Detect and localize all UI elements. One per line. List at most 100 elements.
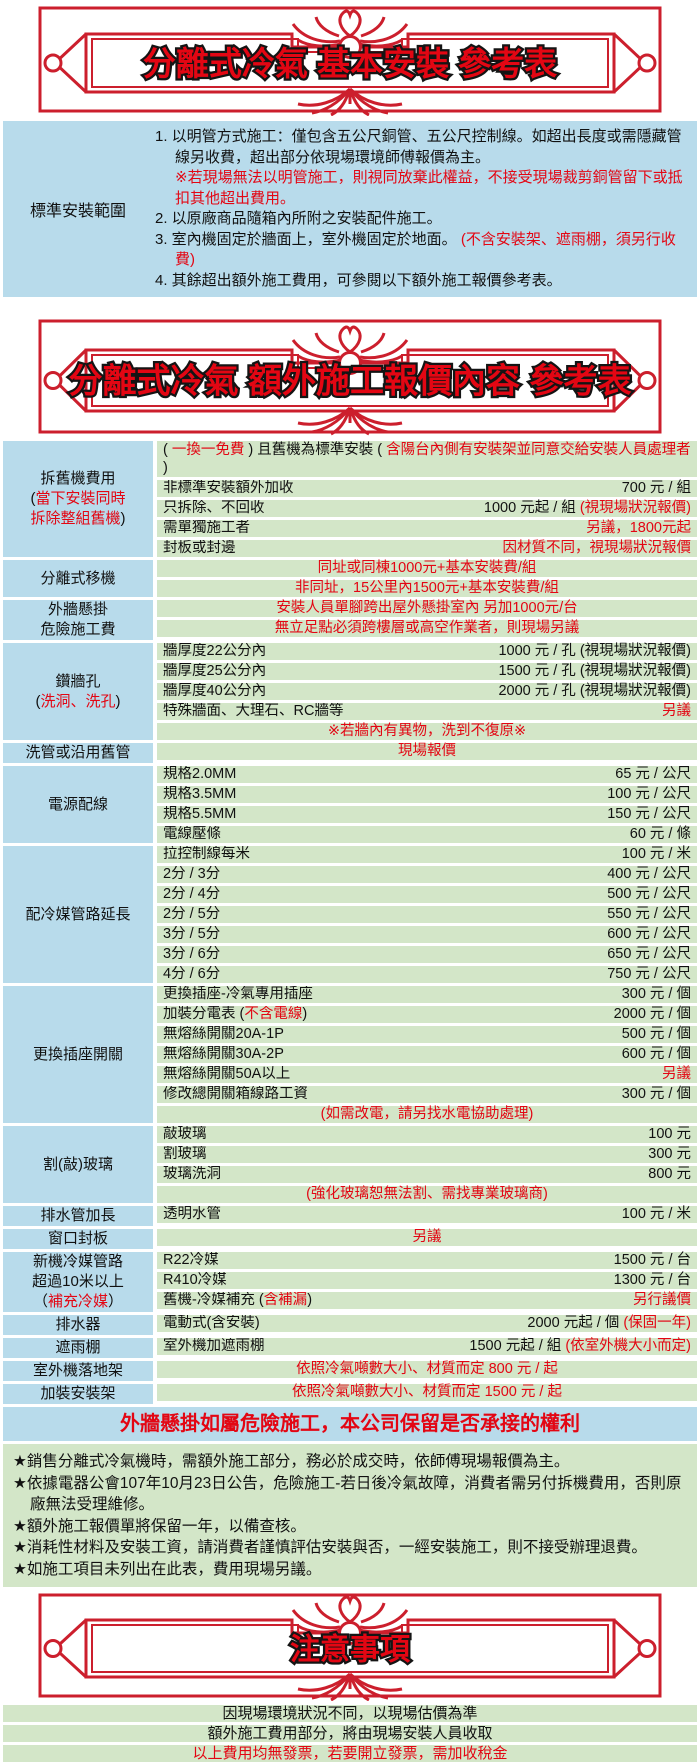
text-segment: 需單獨施工者: [163, 520, 250, 536]
row-label: 3分 / 6分: [163, 946, 607, 963]
text-segment: 3分 / 6分: [163, 946, 221, 962]
text-segment: (不含安裝架、遮雨棚，須另行收費): [175, 230, 676, 269]
row-label: 透明水管: [163, 1206, 622, 1223]
row-value: 550 元 / 公尺: [607, 906, 691, 923]
text-segment: 敲玻璃: [163, 1126, 207, 1142]
banner-frame: [38, 1593, 662, 1698]
price-section: 新機冷媒管路 超過10米以上 （補充冷媒） R22冷媒 1500 元 / 台 R410冷媒…: [3, 1252, 697, 1312]
table-row: 規格5.5MM 150 元 / 公尺: [157, 806, 697, 823]
text-segment: 600 元 / 公尺: [607, 926, 691, 942]
section-rows: 拉控制線每米 100 元 / 米 2分 / 3分 400 元 / 公尺 2分 / 4分 5…: [157, 846, 697, 983]
row-value: 100 元 / 米: [622, 1206, 691, 1223]
row-value: 100 元: [648, 1126, 691, 1143]
basic-install-banner: 分離式冷氣 基本安裝 參考表: [38, 6, 662, 116]
table-row: 電動式(含安裝) 2000 元起 / 個 (保固一年): [157, 1315, 697, 1332]
text-segment: ): [302, 1006, 308, 1022]
banner-band-inner: [91, 354, 609, 407]
text-segment: 加裝分電表 (: [163, 1006, 245, 1022]
row-center-text: 同址或同棟1000元+基本安裝費/組: [318, 560, 537, 577]
note-item: ★消耗性材料及安裝工資，請消費者謹慎評估安裝與否，一經安裝施工，則不接受辦理退費…: [13, 1539, 647, 1556]
note-item: ★依據電器公會107年10月23日公告，危險施工-若日後冷氣故障，消費者需另付拆…: [13, 1474, 682, 1514]
text-segment: 補充冷媒: [47, 1293, 108, 1310]
text-segment: 拆舊機費用: [40, 470, 116, 487]
table-row: 敲玻璃 100 元: [157, 1126, 697, 1143]
row-center-text: (如需改電，請另找水電協助處理): [321, 1106, 534, 1123]
row-value: 600 元 / 個: [622, 1046, 691, 1063]
text-segment: （: [32, 1293, 48, 1310]
section-rows: 透明水管 100 元 / 米: [157, 1206, 697, 1226]
text-segment: 600 元 / 個: [621, 1046, 691, 1062]
text-segment: ) 且舊機為標準安裝 (: [244, 442, 387, 458]
text-segment: 外牆懸掛: [47, 601, 108, 618]
row-label: 非標準安裝額外加收: [163, 480, 622, 497]
text-segment: 650 元 / 公尺: [607, 946, 691, 962]
table-row: (強化玻璃恕無法割、需找專業玻璃商): [157, 1186, 697, 1203]
text-segment: 洗洞、洗孔: [40, 692, 116, 710]
footer-row: 因現場環境狀況不同，以現場估價為準: [3, 1705, 697, 1722]
text-segment: 電源配線: [47, 795, 108, 813]
text-segment: 因材質不同，視現場狀況報價: [502, 540, 692, 556]
hazard-disclaimer: 外牆懸掛如屬危險施工，本公司保留是否承接的權利: [3, 1407, 697, 1441]
row-label: 敲玻璃: [163, 1126, 648, 1143]
text-segment: 無熔絲開關30A-2P: [163, 1046, 284, 1062]
table-row: 3分 / 6分 650 元 / 公尺: [157, 946, 697, 963]
text-segment: 透明水管: [163, 1206, 221, 1222]
row-value: 600 元 / 公尺: [607, 926, 691, 943]
banner-title: 注意事項: [290, 1632, 411, 1666]
table-row: 無立足點必須跨樓層或高空作業者，則現場另議: [157, 620, 697, 637]
text-segment: 700 元 / 組: [621, 480, 691, 496]
table-row: ※若牆內有異物，洗到不復原※: [157, 723, 697, 740]
row-label: 特殊牆面、大理石、RC牆等: [163, 703, 662, 720]
section-label-line: 洗管或沿用舊管: [25, 743, 130, 763]
row-label: 規格5.5MM: [163, 806, 607, 823]
table-row: R22冷媒 1500 元 / 台: [157, 1252, 697, 1269]
section-rows: 敲玻璃 100 元割玻璃 300 元玻璃洗洞 800 元 (強化玻璃恕無法割、需找專業玻…: [157, 1126, 697, 1203]
text-segment: 配冷媒管路延長: [25, 905, 131, 923]
table-row: 電線壓條 60 元 / 條: [157, 826, 697, 843]
text-segment: 規格3.5MM: [163, 786, 237, 802]
section-label-line: 排水管加長: [40, 1206, 115, 1226]
text-segment: (依室外機大小而定): [565, 1338, 691, 1354]
text-segment: 只拆除、不回收: [163, 500, 265, 516]
section-label: 鑽牆孔 (洗洞、洗孔): [3, 643, 153, 740]
row-label: 2分 / 5分: [163, 906, 607, 923]
price-section: 加裝安裝架 依照冷氣噸數大小、材質而定 1500 元 / 起: [3, 1384, 697, 1404]
banner-end-ring-right: [637, 1639, 657, 1658]
text-segment: ）: [108, 1293, 124, 1310]
price-section: 拆舊機費用 (當下安裝同時 拆除整組舊機)( 一換一免費 ) 且舊機為標準安裝 ( …: [3, 441, 697, 557]
notes-section: ★銷售分離式冷氣機時，需額外施工部分，務必於成交時，依師傅現場報價為主。 ★依據電…: [3, 1444, 697, 1587]
banner-end-ring-left: [43, 53, 63, 73]
text-segment: 300 元: [648, 1146, 691, 1162]
row-value: 另行議價: [633, 1292, 691, 1309]
table-row: (如需改電，請另找水電協助處理): [157, 1106, 697, 1123]
row-center-text: 依照冷氣噸數大小、材質而定 800 元 / 起: [296, 1361, 558, 1378]
row-value: 700 元 / 組: [622, 480, 691, 497]
price-section: 分離式移機 同址或同棟1000元+基本安裝費/組 非同址，15公里內1500元+基本…: [3, 560, 697, 597]
text-segment: 牆厚度40公分內: [163, 683, 267, 699]
table-row: 同址或同棟1000元+基本安裝費/組: [157, 560, 697, 577]
row-value: 另議，1800元起: [586, 520, 691, 537]
price-sheet: { "colors": { "frame_red": "#cc1f2d", "a…: [0, 3, 700, 1762]
note-item: ★額外施工報價單將保留一年，以備查核。: [13, 1517, 306, 1535]
table-row: 3分 / 5分 600 元 / 公尺: [157, 926, 697, 943]
section-label-line: 新機冷媒管路: [33, 1252, 123, 1272]
section-label-line: 更換插座開關: [33, 1045, 123, 1065]
table-row: 非標準安裝額外加收 700 元 / 組: [157, 480, 697, 497]
section-label-line: 割(敲)玻璃: [43, 1155, 113, 1175]
text-segment: 舊機-冷媒補充 (: [163, 1292, 264, 1308]
row-center-text: 現場報價: [398, 743, 456, 760]
row-value: 300 元 / 個: [622, 986, 691, 1003]
text-segment: 550 元 / 公尺: [607, 906, 691, 922]
table-row: 無熔絲開關20A-1P 500 元 / 個: [157, 1026, 697, 1043]
price-section: 割(敲)玻璃 敲玻璃 100 元割玻璃 300 元玻璃洗洞 800 元 (強化玻璃恕無法割…: [3, 1126, 697, 1203]
section-label: 遮雨棚: [3, 1338, 153, 1358]
price-section: 電源配線 規格2.0MM 65 元 / 公尺 規格3.5MM 100 元 / 公尺 規格5…: [3, 766, 697, 843]
text-segment: 2000 元 / 個: [613, 1006, 691, 1022]
text-segment: 500 元 / 個: [621, 1026, 691, 1042]
footer-notes: 因現場環境狀況不同，以現場估價為準 額外施工費用部分，將由現場安裝人員收取 以上費用…: [3, 1705, 697, 1762]
text-segment: 100 元 / 米: [621, 846, 691, 862]
text-segment: 不含電線: [244, 1006, 303, 1022]
text-segment: 2. 以原廠商品隨箱內所附之安裝配件施工。: [155, 210, 442, 227]
banner-ribbon-bottom: [297, 1672, 403, 1701]
row-label: 拉控制線每米: [163, 846, 622, 863]
